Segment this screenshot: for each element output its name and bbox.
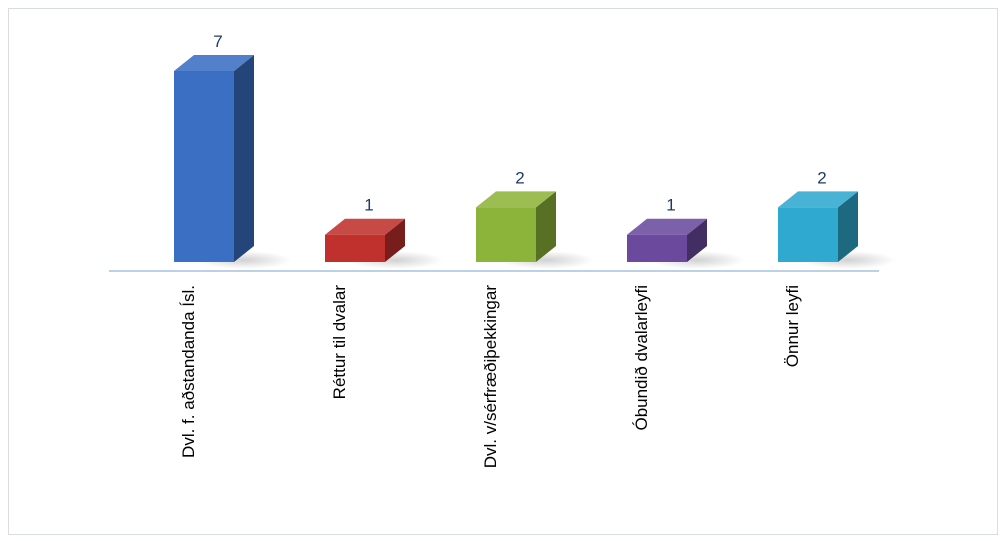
bar-side-face [838, 191, 858, 262]
category-label: Önnur leyfi [783, 285, 802, 367]
bar-side-face [234, 55, 254, 262]
bar-top-face [627, 218, 707, 235]
bar [778, 207, 838, 262]
bar-side-face [385, 218, 405, 262]
bar-top-face [174, 55, 254, 71]
data-label: 1 [364, 196, 373, 215]
data-label: 2 [817, 168, 826, 187]
category-label: Dvl. v/sérfræðiþekkingar [481, 285, 500, 469]
data-label: 7 [213, 32, 222, 51]
bar [627, 234, 687, 262]
bar-side-face [536, 191, 556, 262]
bar-chart: 7 1 2 1 2 Dvl. f. aðstandanda Ísl. Réttur til … [109, 32, 896, 469]
bar-side-face [687, 218, 707, 262]
bar [174, 71, 234, 262]
data-label: 2 [515, 168, 524, 187]
bar-top-face [325, 218, 405, 235]
category-label: Óbundið dvalarleyfi [632, 285, 651, 431]
category-label: Réttur til dvalar [330, 285, 349, 400]
chart-frame: 7 1 2 1 2 Dvl. f. aðstandanda Ísl. Réttur til … [8, 8, 998, 535]
bar [325, 234, 385, 262]
bar-top-face [778, 191, 858, 208]
category-label: Dvl. f. aðstandanda Ísl. [179, 285, 198, 458]
data-label: 1 [666, 196, 675, 215]
bar [476, 207, 536, 262]
bar-top-face [476, 191, 556, 208]
